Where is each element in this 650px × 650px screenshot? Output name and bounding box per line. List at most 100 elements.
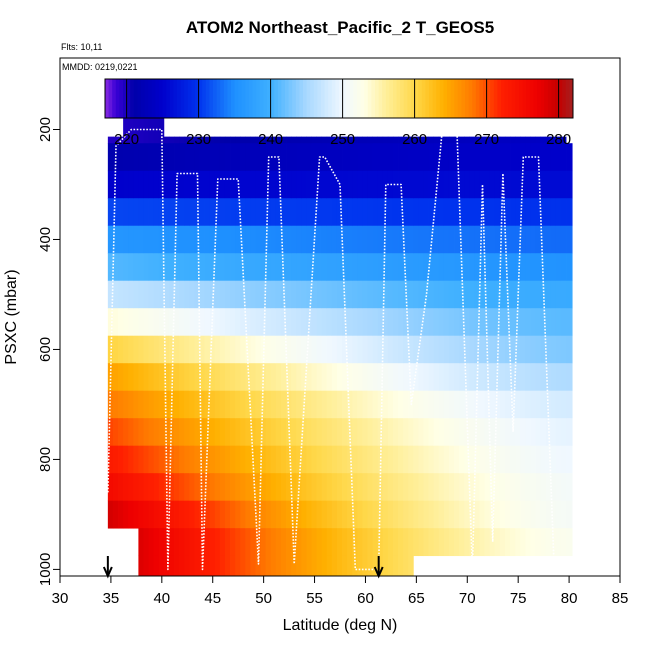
x-tick-label: 85	[612, 590, 629, 607]
heatmap-cell	[479, 308, 485, 337]
heatmap-cell	[433, 198, 440, 227]
heatmap-cell	[240, 280, 246, 309]
heatmap-cell	[311, 418, 317, 447]
heatmap-cell	[301, 473, 307, 502]
heatmap-cell	[133, 111, 139, 144]
heatmap-cell	[377, 170, 384, 199]
colorbar-segment	[511, 79, 516, 118]
heatmap-cell	[143, 500, 149, 529]
x-tick-label: 75	[510, 590, 527, 607]
heatmap-cell	[265, 555, 272, 577]
heatmap-cell	[555, 335, 562, 364]
heatmap-cell	[235, 335, 241, 364]
heatmap-cell	[306, 473, 312, 502]
heatmap-cell	[153, 280, 160, 309]
heatmap-cell	[311, 253, 317, 282]
heatmap-cell	[219, 335, 226, 364]
heatmap-cell	[520, 418, 526, 447]
heatmap-cell	[286, 528, 292, 557]
heatmap-cell	[128, 143, 134, 172]
heatmap-cell	[138, 143, 144, 172]
colorbar-segment	[547, 79, 552, 118]
colorbar-segment	[130, 79, 135, 118]
heatmap-cell	[230, 335, 236, 364]
heatmap-cell	[133, 253, 139, 282]
heatmap-cell	[352, 170, 358, 199]
heatmap-cell	[454, 143, 460, 172]
heatmap-cell	[224, 308, 231, 337]
heatmap-cell	[464, 418, 470, 447]
heatmap-cell	[433, 390, 440, 419]
heatmap-cell	[392, 280, 399, 309]
heatmap-cell	[555, 473, 562, 502]
heatmap-cell	[372, 308, 379, 337]
heatmap-cell	[158, 170, 165, 199]
heatmap-cell	[408, 555, 414, 577]
heatmap-cell	[408, 500, 414, 529]
heatmap-cell	[275, 280, 282, 309]
heatmap-cell	[336, 308, 343, 337]
heatmap-cell	[194, 445, 200, 474]
heatmap-cell	[286, 473, 292, 502]
heatmap-cell	[118, 445, 124, 474]
heatmap-cell	[479, 418, 485, 447]
heatmap-cell	[484, 445, 491, 474]
y-axis-label: PSXC (mbar)	[3, 269, 20, 364]
heatmap-cell	[550, 390, 557, 419]
heatmap-cell	[443, 280, 450, 309]
heatmap-cell	[245, 363, 251, 392]
heatmap-cell	[357, 528, 363, 557]
heatmap-cell	[398, 308, 404, 337]
heatmap-cell	[296, 280, 302, 309]
heatmap-cell	[525, 445, 531, 474]
heatmap-cell	[184, 500, 190, 529]
heatmap-cell	[423, 390, 429, 419]
heatmap-cell	[179, 363, 185, 392]
heatmap-cell	[230, 445, 236, 474]
heatmap-cell	[240, 500, 246, 529]
heatmap-cell	[499, 473, 506, 502]
heatmap-cell	[550, 528, 557, 557]
heatmap-cell	[219, 555, 226, 577]
heatmap-cell	[240, 528, 246, 557]
heatmap-cell	[342, 253, 348, 282]
heatmap-cell	[372, 363, 379, 392]
heatmap-cell	[255, 143, 261, 172]
heatmap-cell	[387, 500, 394, 529]
heatmap-cell	[306, 225, 312, 254]
heatmap-cell	[250, 143, 256, 172]
heatmap-cell	[418, 363, 424, 392]
heatmap-cell	[530, 225, 536, 254]
heatmap-cell	[250, 136, 256, 144]
heatmap-cell	[214, 445, 221, 474]
heatmap-cell	[143, 170, 149, 199]
heatmap-cell	[153, 253, 160, 282]
heatmap-cell	[189, 198, 195, 227]
heatmap-cell	[392, 528, 399, 557]
heatmap-cell	[550, 253, 557, 282]
heatmap-cell	[387, 225, 394, 254]
colorbar-segment	[267, 79, 271, 118]
heatmap-cell	[133, 418, 139, 447]
heatmap-cell	[112, 418, 119, 447]
heatmap-cell	[230, 528, 236, 557]
heatmap-cell	[311, 445, 317, 474]
heatmap-cell	[199, 418, 205, 447]
heatmap-cell	[326, 280, 333, 309]
heatmap-cell	[459, 225, 465, 254]
heatmap-cell	[571, 500, 573, 529]
heatmap-cell	[566, 363, 572, 392]
heatmap-cell	[158, 308, 165, 337]
heatmap-cell	[214, 143, 221, 172]
heatmap-cell	[347, 390, 353, 419]
heatmap-cell	[352, 253, 358, 282]
heatmap-cell	[326, 170, 333, 199]
x-tick-label: 40	[153, 590, 170, 607]
heatmap-cell	[357, 308, 363, 337]
heatmap-cell	[448, 253, 455, 282]
heatmap-cell	[174, 500, 180, 529]
heatmap-cell	[219, 445, 226, 474]
heatmap-cell	[520, 528, 526, 557]
heatmap-cell	[525, 280, 531, 309]
heatmap-cell	[372, 143, 379, 172]
